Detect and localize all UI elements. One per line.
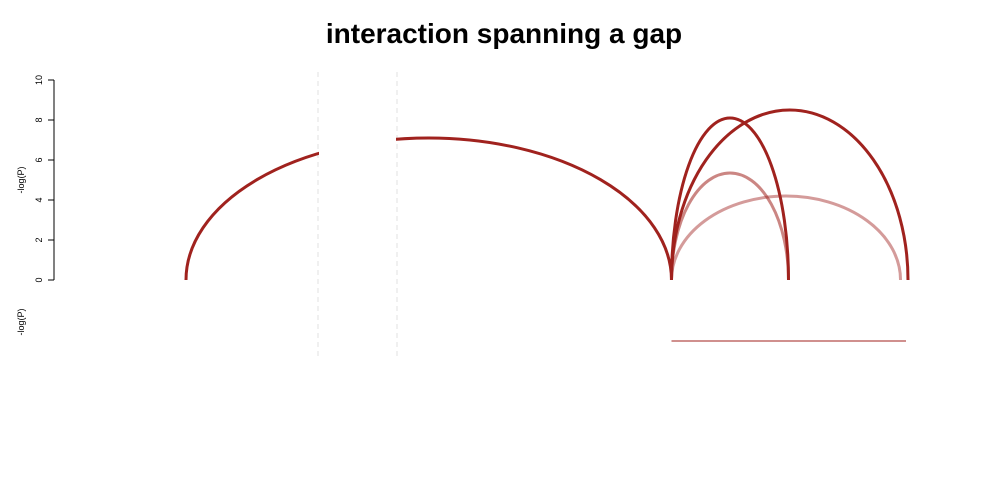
- arcs: [184, 108, 910, 281]
- arc-2: [669, 116, 790, 281]
- arc-1: [184, 136, 673, 281]
- y-ticks: 0 2 4 6 8 10: [34, 75, 54, 283]
- arc-3: [669, 108, 910, 281]
- arc-5: [669, 194, 903, 281]
- y-tick-label: 6: [34, 157, 44, 162]
- y-tick-label: 2: [34, 237, 44, 242]
- gap-markers: [317, 72, 398, 360]
- y-tick-label: 0: [34, 277, 44, 282]
- y-tick-label: 10: [34, 75, 44, 85]
- y-tick-label: 4: [34, 197, 44, 202]
- y-tick-label: 8: [34, 117, 44, 122]
- gap-region: [319, 72, 396, 282]
- y-axis-label-lower: -log(P): [16, 308, 26, 335]
- gap-mask: [319, 72, 396, 282]
- y-axis: 0 2 4 6 8 10: [34, 75, 55, 283]
- y-axis-label: -log(P): [16, 166, 26, 193]
- arc-4: [669, 171, 790, 281]
- chart-title: interaction spanning a gap: [326, 18, 682, 49]
